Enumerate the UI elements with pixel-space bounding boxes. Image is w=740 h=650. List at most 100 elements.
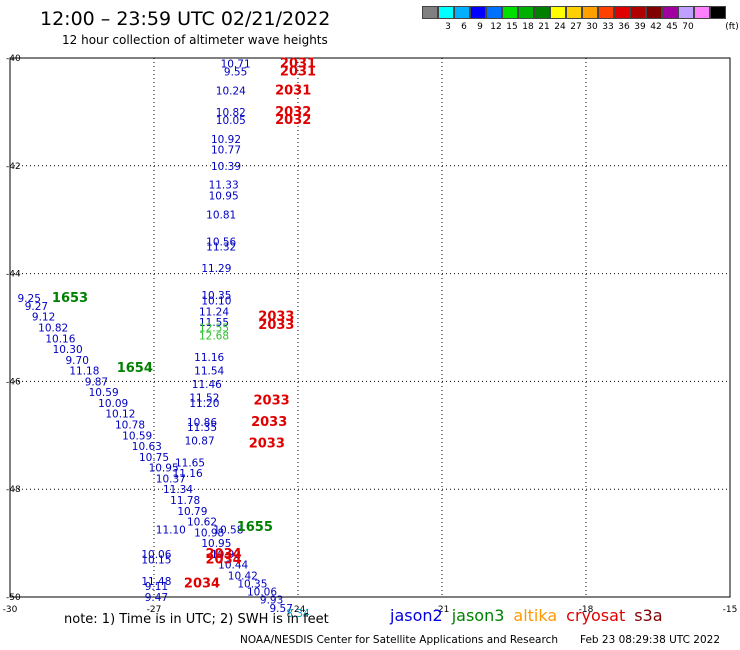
color-scale-label: 42 bbox=[650, 22, 662, 32]
data-point-label: 2034 bbox=[206, 552, 242, 567]
x-tick-label: -30 bbox=[3, 605, 18, 615]
color-swatch bbox=[438, 6, 454, 19]
x-tick-label: -18 bbox=[579, 605, 594, 615]
color-swatch bbox=[566, 6, 582, 19]
data-point-label: 10.87 bbox=[185, 436, 215, 448]
data-point-label: 10.24 bbox=[216, 85, 246, 97]
data-point-label: 1654 bbox=[117, 361, 153, 376]
data-point-label: 9.70 bbox=[66, 355, 89, 367]
color-swatch bbox=[646, 6, 662, 19]
data-point-label: 9.57 bbox=[270, 603, 293, 615]
data-point-label: 10.79 bbox=[177, 506, 207, 518]
data-point-label: 11.16 bbox=[194, 352, 224, 364]
data-point-label: 11.33 bbox=[209, 180, 239, 192]
chart-subtitle: 12 hour collection of altimeter wave hei… bbox=[62, 33, 328, 47]
data-point-label: 10.98 bbox=[194, 527, 224, 539]
data-point-label: 9.93 bbox=[260, 595, 283, 607]
color-scale-label: 70 bbox=[682, 22, 694, 32]
color-scale-label: 3 bbox=[445, 22, 451, 32]
color-swatch bbox=[614, 6, 630, 19]
data-point-label: 11.18 bbox=[69, 366, 99, 378]
data-point-label: 11.55 bbox=[199, 317, 229, 329]
x-tick-label: -27 bbox=[147, 605, 162, 615]
legend-entry: cryosat bbox=[566, 606, 626, 625]
data-point-label: 10.42 bbox=[228, 570, 258, 582]
data-point-label: 10.12 bbox=[105, 409, 135, 421]
data-point-label: 9.87 bbox=[85, 376, 108, 388]
data-point-label: 2033 bbox=[249, 436, 285, 451]
color-swatch bbox=[678, 6, 694, 19]
color-swatch bbox=[502, 6, 518, 19]
legend-entry: altika bbox=[513, 606, 558, 625]
legend-entry: s3a bbox=[634, 606, 663, 625]
data-point-label: 11.32 bbox=[206, 242, 236, 254]
data-point-label: 10.86 bbox=[187, 417, 217, 429]
data-point-label: 10.95 bbox=[201, 538, 231, 550]
color-swatch bbox=[598, 6, 614, 19]
color-scale-label: 18 bbox=[522, 22, 534, 32]
data-point-label: 10.39 bbox=[211, 161, 241, 173]
data-point-label: 10.82 bbox=[38, 323, 68, 335]
color-scale-label: 9 bbox=[477, 22, 483, 32]
data-point-label: 10.75 bbox=[139, 452, 169, 464]
y-tick-label: -44 bbox=[6, 270, 21, 280]
data-point-label: 10.37 bbox=[156, 473, 186, 485]
data-point-label: 9.12 bbox=[32, 312, 55, 324]
data-point-label: 2032 bbox=[275, 105, 311, 120]
data-point-label: 10.92 bbox=[211, 134, 241, 146]
data-point-label: 9.25 bbox=[18, 293, 41, 305]
color-swatch bbox=[534, 6, 550, 19]
color-swatch bbox=[486, 6, 502, 19]
color-scale-label: 27 bbox=[570, 22, 582, 32]
data-point-label: 9.27 bbox=[25, 301, 48, 313]
data-point-label: 10.30 bbox=[53, 344, 83, 356]
data-point-label: 11.34 bbox=[163, 484, 193, 496]
data-point-label: 9.11 bbox=[145, 581, 168, 593]
data-point-label: 1655 bbox=[237, 520, 273, 535]
data-point-label: 10.35 bbox=[237, 579, 267, 591]
y-tick-label: -50 bbox=[6, 593, 21, 603]
y-tick-label: -46 bbox=[6, 377, 21, 387]
data-point-label: 11.65 bbox=[175, 457, 205, 469]
data-point-label: 2034 bbox=[206, 547, 242, 562]
y-tick-label: -48 bbox=[6, 485, 21, 495]
data-point-label: 11.20 bbox=[189, 398, 219, 410]
data-point-label: 10.71 bbox=[221, 58, 251, 70]
data-point-label: 10.77 bbox=[211, 145, 241, 157]
data-point-label: 10.62 bbox=[187, 517, 217, 529]
data-point-label: 11.24 bbox=[199, 306, 229, 318]
data-point-label: 2033 bbox=[254, 393, 290, 408]
color-swatch bbox=[710, 6, 726, 19]
data-point-label: 11.54 bbox=[194, 366, 224, 378]
data-point-label: 11.52 bbox=[189, 393, 219, 405]
data-point-label: 10.35 bbox=[201, 290, 231, 302]
color-scale-label: 39 bbox=[634, 22, 646, 32]
x-tick-label: -15 bbox=[723, 605, 738, 615]
y-tick-label: -40 bbox=[6, 54, 21, 64]
data-point-label: 10.95 bbox=[209, 190, 239, 202]
data-point-label: 2031 bbox=[275, 83, 311, 98]
y-tick-label: -42 bbox=[6, 162, 21, 172]
satellite-legend: jason2 jason3 altika cryosat s3a bbox=[390, 606, 672, 625]
color-scale-label: 33 bbox=[602, 22, 614, 32]
data-point-label: 12.68 bbox=[199, 331, 229, 343]
x-tick-label: -21 bbox=[435, 605, 450, 615]
data-point-label: 2033 bbox=[258, 310, 294, 325]
color-scale-label: 6 bbox=[461, 22, 467, 32]
color-swatch bbox=[470, 6, 486, 19]
color-swatch bbox=[454, 6, 470, 19]
data-point-label: 10.10 bbox=[201, 296, 231, 308]
data-point-label: 10.58 bbox=[213, 525, 243, 537]
data-point-label: 2033 bbox=[258, 318, 294, 333]
chart-title: 12:00 – 23:59 UTC 02/21/2022 bbox=[40, 8, 331, 30]
data-point-label: 10.15 bbox=[141, 554, 171, 566]
data-point-label: 10.78 bbox=[115, 420, 145, 432]
data-point-label: 10.05 bbox=[216, 115, 246, 127]
data-point-label: 10.63 bbox=[132, 441, 162, 453]
data-point-label: 8.34 bbox=[286, 608, 310, 620]
data-point-label: 10.09 bbox=[98, 398, 128, 410]
data-point-label: 11.29 bbox=[201, 263, 231, 275]
color-scale-label: 21 bbox=[538, 22, 550, 32]
generation-timestamp: Feb 23 08:29:38 UTC 2022 bbox=[580, 634, 720, 646]
